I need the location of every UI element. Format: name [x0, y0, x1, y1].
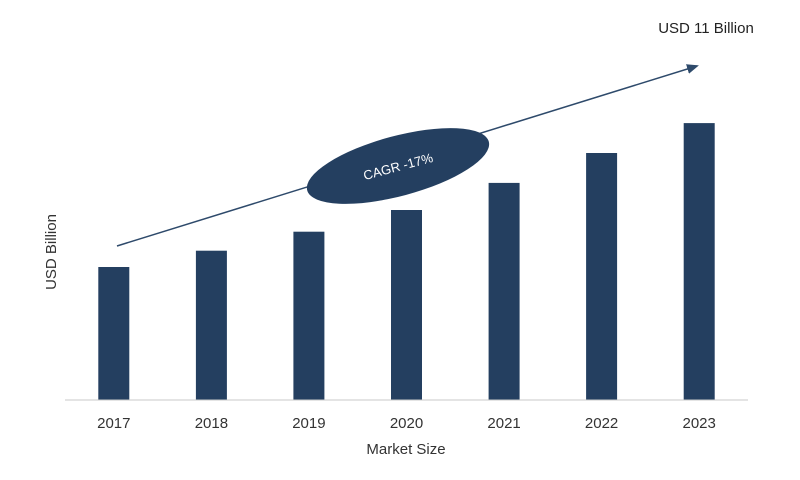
bar-2019	[293, 231, 325, 400]
bar-2020	[391, 210, 422, 400]
end-value-label: USD 11 Billion	[658, 20, 754, 37]
x-tick-2021: 2021	[487, 415, 520, 432]
x-tick-2023: 2023	[683, 415, 716, 432]
x-tick-2020: 2020	[390, 415, 423, 432]
x-tick-2018: 2018	[195, 415, 228, 432]
x-tick-2017: 2017	[97, 415, 130, 432]
bars-group	[98, 123, 715, 400]
bar-2021	[488, 182, 520, 400]
bar-2022	[586, 153, 618, 400]
cagr-callout: CAGR -17%	[306, 128, 490, 204]
x-tick-2019: 2019	[292, 415, 325, 432]
x-axis-label: Market Size	[366, 441, 445, 458]
bar-2023	[683, 123, 715, 400]
bar-2017	[98, 267, 130, 400]
bar-2018	[195, 250, 227, 400]
x-tick-2022: 2022	[585, 415, 618, 432]
y-axis-label: USD Billion	[43, 214, 60, 290]
x-tick-labels: 2017 2018 2019 2020 2021 2022 2023	[97, 415, 716, 432]
cagr-ellipse	[306, 128, 490, 204]
